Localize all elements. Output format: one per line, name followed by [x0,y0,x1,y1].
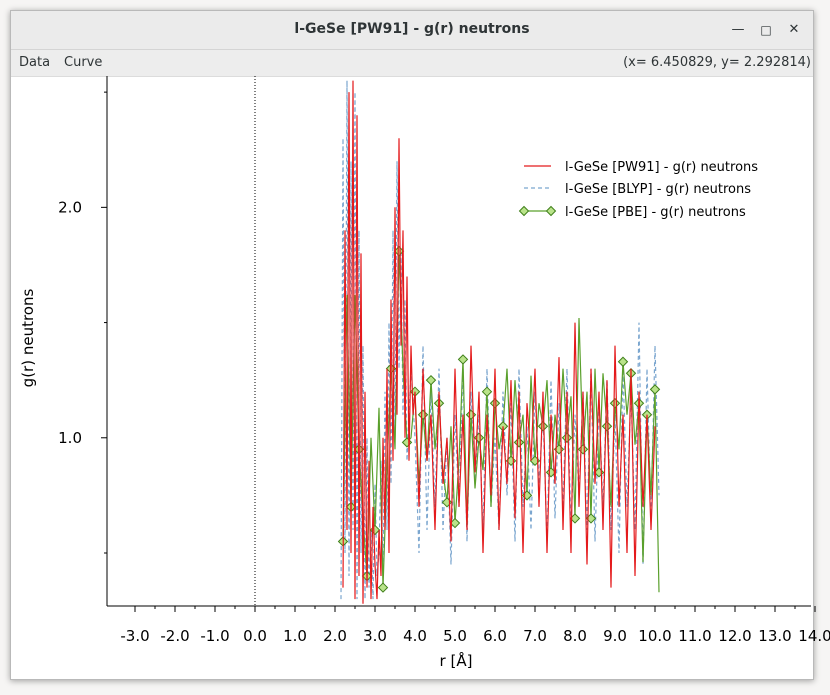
series-marker-2 [617,356,629,367]
series-marker-2 [609,398,621,409]
plot-lines [337,80,661,604]
series-marker-2 [649,384,661,395]
series-marker-2 [465,409,477,420]
x-tick-label: -1.0 [200,627,229,645]
series-marker-2 [561,432,573,443]
series-marker-2 [513,437,525,448]
legend: l-GeSe [PW91] - g(r) neutrons l-GeSe [BLY… [518,160,758,220]
x-tick-label: 7.0 [523,627,547,645]
menu-data[interactable]: Data [19,55,51,70]
menu-bar: Data Curve (x= 6.450829, y= 2.292814) [11,50,813,77]
x-tick-label: 10.0 [638,627,671,645]
x-tick-label: 0.0 [243,627,267,645]
axes-group: -3.0 -2.0 -1.0 0.0 1.0 2.0 3.0 4.0 5.0 6.0 7.0 8.0 9… [58,76,830,645]
y-tick-label: 1.0 [58,429,82,447]
window-title: l-GeSe [PW91] - g(r) neutrons [294,21,530,37]
legend-label-1: l-GeSe [BLYP] - g(r) neutrons [565,182,751,197]
x-tick-label: -3.0 [120,627,149,645]
series-marker-2 [457,354,469,365]
x-tick-label: 11.0 [678,627,711,645]
legend-marker-2 [545,205,557,217]
series-marker-2 [473,432,485,443]
series-line-0 [342,80,656,604]
x-tick-label: 3.0 [363,627,387,645]
y-tick-label: 2.0 [58,198,82,216]
x-tick-label: 13.0 [758,627,791,645]
x-tick-label: 6.0 [483,627,507,645]
maximize-button[interactable]: □ [760,23,772,37]
x-tick-label: 8.0 [563,627,587,645]
series-marker-2 [377,582,389,593]
x-tick-label: 2.0 [323,627,347,645]
x-tick-label: 5.0 [443,627,467,645]
x-tick-label: 12.0 [718,627,751,645]
series-marker-2 [425,374,437,386]
legend-label-2: l-GeSe [PBE] - g(r) neutrons [565,205,746,220]
legend-label-0: l-GeSe [PW91] - g(r) neutrons [565,160,758,175]
series-marker-2 [481,386,493,397]
x-tick-label: 1.0 [283,627,307,645]
title-bar[interactable]: l-GeSe [PW91] - g(r) neutrons — □ ✕ [11,11,813,50]
minimize-button[interactable]: — [731,22,745,37]
close-button[interactable]: ✕ [788,22,800,37]
cursor-coordinates: (x= 6.450829, y= 2.292814) [623,55,811,70]
series-marker-2 [417,409,429,420]
series-line-1 [340,80,660,600]
x-tick-label: 9.0 [603,627,627,645]
menu-curve[interactable]: Curve [64,55,103,70]
series-marker-2 [489,398,501,409]
x-tick-label: -2.0 [160,627,189,645]
series-marker-2 [537,421,549,432]
x-tick-label: 4.0 [403,627,427,645]
app-window: l-GeSe [PW91] - g(r) neutrons — □ ✕ Data… [10,10,814,680]
series-marker-2 [601,421,613,432]
series-marker-2 [577,444,589,455]
x-tick-label: 14.0 [798,627,830,645]
y-axis-label: g(r) neutrons [19,289,37,388]
legend-marker-2 [518,205,530,217]
x-axis-label: r [Å] [440,651,473,670]
